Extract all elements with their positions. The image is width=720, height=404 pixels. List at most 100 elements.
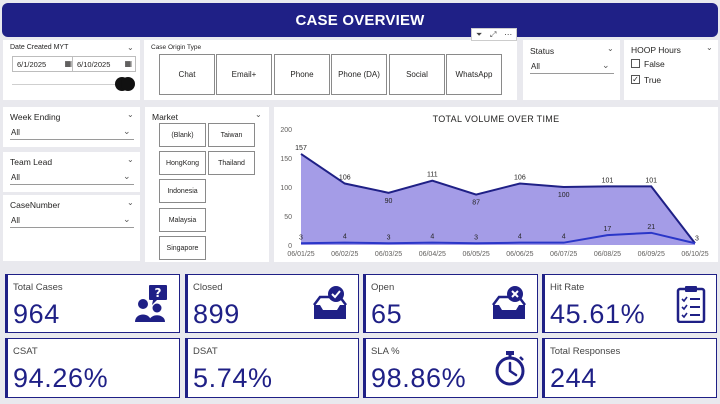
week-ending-label: Week Ending	[10, 112, 61, 122]
team-lead-label: Team Lead	[10, 157, 53, 167]
kpi-label: CSAT	[13, 346, 38, 357]
data-label: 4	[562, 234, 566, 241]
x-tick-label: 06/06/25	[506, 251, 533, 258]
data-label: 3	[695, 235, 699, 242]
chevron-down-icon[interactable]: ⌄	[127, 43, 134, 52]
calendar-icon[interactable]: ▦	[124, 59, 132, 68]
data-label: 4	[430, 234, 434, 241]
market-hongkong-button[interactable]: HongKong	[159, 151, 206, 175]
data-label: 3	[474, 234, 478, 241]
chevron-down-icon[interactable]: ⌄	[255, 110, 262, 119]
status-dropdown-underline	[530, 73, 614, 74]
hoop-hours-card: HOOP Hours ⌄ False ✓ True	[624, 40, 718, 100]
kpi-label: Open	[371, 282, 395, 293]
chevron-down-icon[interactable]: ⌄	[607, 44, 614, 53]
filter-icon[interactable]: ⏷	[475, 29, 483, 39]
y-tick-label: 200	[280, 127, 292, 134]
support-people-icon: ?	[135, 285, 167, 322]
kpi-card-dsat: DSAT 5.74%	[185, 338, 359, 398]
y-tick-label: 100	[280, 185, 292, 192]
inbox-x-icon	[492, 286, 526, 319]
market-indonesia-button[interactable]: Indonesia	[159, 179, 206, 203]
origin-whatsapp-button[interactable]: WhatsApp	[446, 54, 502, 95]
hoop-true-label: True	[644, 75, 662, 85]
end-date-value: 6/10/2025	[77, 60, 111, 69]
team-lead-card: Team Lead ⌄ All ⌄	[3, 152, 140, 192]
x-tick-label: 06/03/25	[375, 251, 402, 258]
case-origin-card: Case Origin Type Chat Email+ Phone Phone…	[144, 40, 517, 100]
x-tick-label: 06/05/25	[462, 251, 489, 258]
market-taiwan-button[interactable]: Taiwan	[208, 123, 255, 147]
chevron-down-icon[interactable]: ⌄	[123, 171, 131, 181]
kpi-value: 244	[550, 363, 597, 393]
week-ending-dropdown-value[interactable]: All	[11, 128, 20, 137]
chevron-down-icon[interactable]: ⌄	[602, 60, 610, 70]
origin-email-button[interactable]: Email+	[216, 54, 272, 95]
inbox-check-icon	[313, 286, 347, 319]
status-card: Status ⌄ All ⌄	[523, 40, 620, 100]
case-number-card: CaseNumber ⌄ All ⌄	[3, 195, 140, 261]
more-options-icon[interactable]: ⋯	[504, 30, 513, 39]
date-slider-track[interactable]	[12, 84, 122, 85]
x-tick-label: 06/08/25	[594, 251, 621, 258]
data-label: 100	[558, 192, 570, 199]
data-label: 111	[427, 172, 438, 179]
status-label: Status	[530, 46, 555, 56]
series-line-total	[300, 153, 696, 244]
kpi-label: Total Responses	[550, 346, 621, 357]
date-slider-end-handle[interactable]	[121, 77, 135, 91]
hoop-hours-label: HOOP Hours	[631, 45, 681, 55]
data-label: 101	[645, 177, 657, 184]
chevron-down-icon[interactable]: ⌄	[123, 126, 131, 136]
origin-phone-da-button[interactable]: Phone (DA)	[331, 54, 387, 95]
calendar-icon[interactable]: ▦	[64, 59, 72, 68]
kpi-card-total-responses: Total Responses 244	[542, 338, 717, 398]
case-origin-label: Case Origin Type	[151, 44, 202, 51]
x-tick-label: 06/04/25	[419, 251, 446, 258]
x-tick-label: 06/10/25	[681, 251, 708, 258]
hoop-false-checkbox[interactable]	[631, 59, 640, 68]
focus-mode-icon[interactable]: ⤢	[489, 29, 497, 39]
origin-phone-button[interactable]: Phone	[274, 54, 330, 95]
week-ending-card: Week Ending ⌄ All ⌄	[3, 107, 140, 147]
kpi-value: 94.26%	[13, 363, 109, 393]
chevron-down-icon[interactable]: ⌄	[127, 155, 134, 164]
hoop-true-checkbox[interactable]: ✓	[631, 75, 640, 84]
kpi-value: 45.61%	[550, 299, 646, 329]
market-thailand-button[interactable]: Thailand	[208, 151, 255, 175]
kpi-label: Total Cases	[13, 282, 63, 293]
data-label: 17	[604, 226, 612, 233]
case-number-dropdown-value[interactable]: All	[11, 216, 20, 225]
data-label: 4	[518, 234, 522, 241]
hoop-false-label: False	[644, 59, 665, 69]
origin-chat-button[interactable]: Chat	[159, 54, 215, 95]
market-singapore-button[interactable]: Singapore	[159, 236, 206, 260]
volume-chart-card: TOTAL VOLUME OVER TIME 0 50 100 150 200 06/01…	[274, 107, 718, 262]
kpi-card-hit-rate: Hit Rate 45.61%	[542, 274, 717, 333]
end-date-input[interactable]: 6/10/2025 ▦	[72, 56, 136, 72]
data-label: 87	[472, 200, 480, 207]
date-filter-label: Date Created MYT	[10, 44, 69, 51]
data-label: 3	[387, 234, 391, 241]
market-blank-button[interactable]: (Blank)	[159, 123, 206, 147]
kpi-card-total-cases: Total Cases 964 ?	[5, 274, 180, 333]
status-dropdown-value[interactable]: All	[531, 62, 540, 71]
team-lead-dropdown-value[interactable]: All	[11, 173, 20, 182]
start-date-input[interactable]: 6/1/2025 ▦	[12, 56, 76, 72]
data-label: 106	[514, 175, 526, 182]
kpi-label: SLA %	[371, 346, 400, 357]
chevron-down-icon[interactable]: ⌄	[123, 214, 131, 224]
chevron-down-icon[interactable]: ⌄	[706, 43, 713, 52]
market-malaysia-button[interactable]: Malaysia	[159, 208, 206, 232]
chevron-down-icon[interactable]: ⌄	[127, 198, 134, 207]
y-tick-label: 150	[280, 156, 292, 163]
volume-area-chart: 0 50 100 150 200 06/01/25 06/02/25 06/03/25 06/0…	[280, 127, 708, 258]
kpi-card-sla: SLA % 98.86%	[363, 338, 538, 398]
origin-social-button[interactable]: Social	[389, 54, 445, 95]
chevron-down-icon[interactable]: ⌄	[127, 110, 134, 119]
date-filter-card: Date Created MYT ⌄ 6/1/2025 ▦ 6/10/2025 …	[3, 40, 140, 100]
page-title: CASE OVERVIEW	[295, 11, 425, 29]
x-tick-label: 06/09/25	[638, 251, 665, 258]
week-ending-underline	[10, 139, 134, 140]
y-tick-label: 50	[284, 214, 292, 221]
